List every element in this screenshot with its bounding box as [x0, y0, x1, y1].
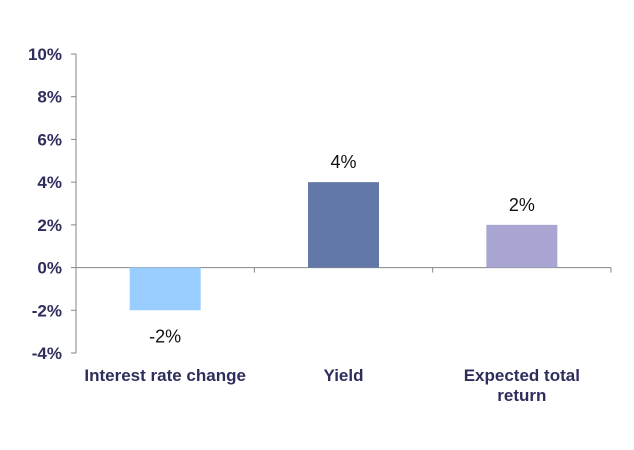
bar: [129, 267, 201, 311]
category-labels: Interest rate change Yield Expected total r…: [84, 366, 580, 405]
bars: [129, 182, 558, 311]
y-tick-label: 4%: [37, 173, 62, 192]
category-label: Expected total return: [464, 366, 580, 405]
bar: [308, 182, 379, 268]
y-tick-label: 2%: [37, 216, 62, 235]
category-label: Interest rate change: [84, 366, 246, 385]
y-axis: -4% -2% 0% 2% 4% 6% 8% 10%: [28, 45, 77, 363]
y-tick-label: 0%: [37, 259, 62, 278]
y-tick-label: -4%: [32, 344, 62, 363]
y-tick-label: 6%: [37, 130, 62, 149]
y-tick-label: 10%: [28, 45, 62, 64]
data-label: -2%: [149, 326, 181, 346]
data-labels: -2% 4% 2%: [149, 152, 535, 346]
data-label: 2%: [509, 195, 535, 215]
y-tick-label: 8%: [37, 88, 62, 107]
data-label: 4%: [330, 152, 356, 172]
y-tick-label: -2%: [32, 301, 62, 320]
bar: [486, 224, 558, 268]
category-label: Yield: [324, 366, 364, 385]
